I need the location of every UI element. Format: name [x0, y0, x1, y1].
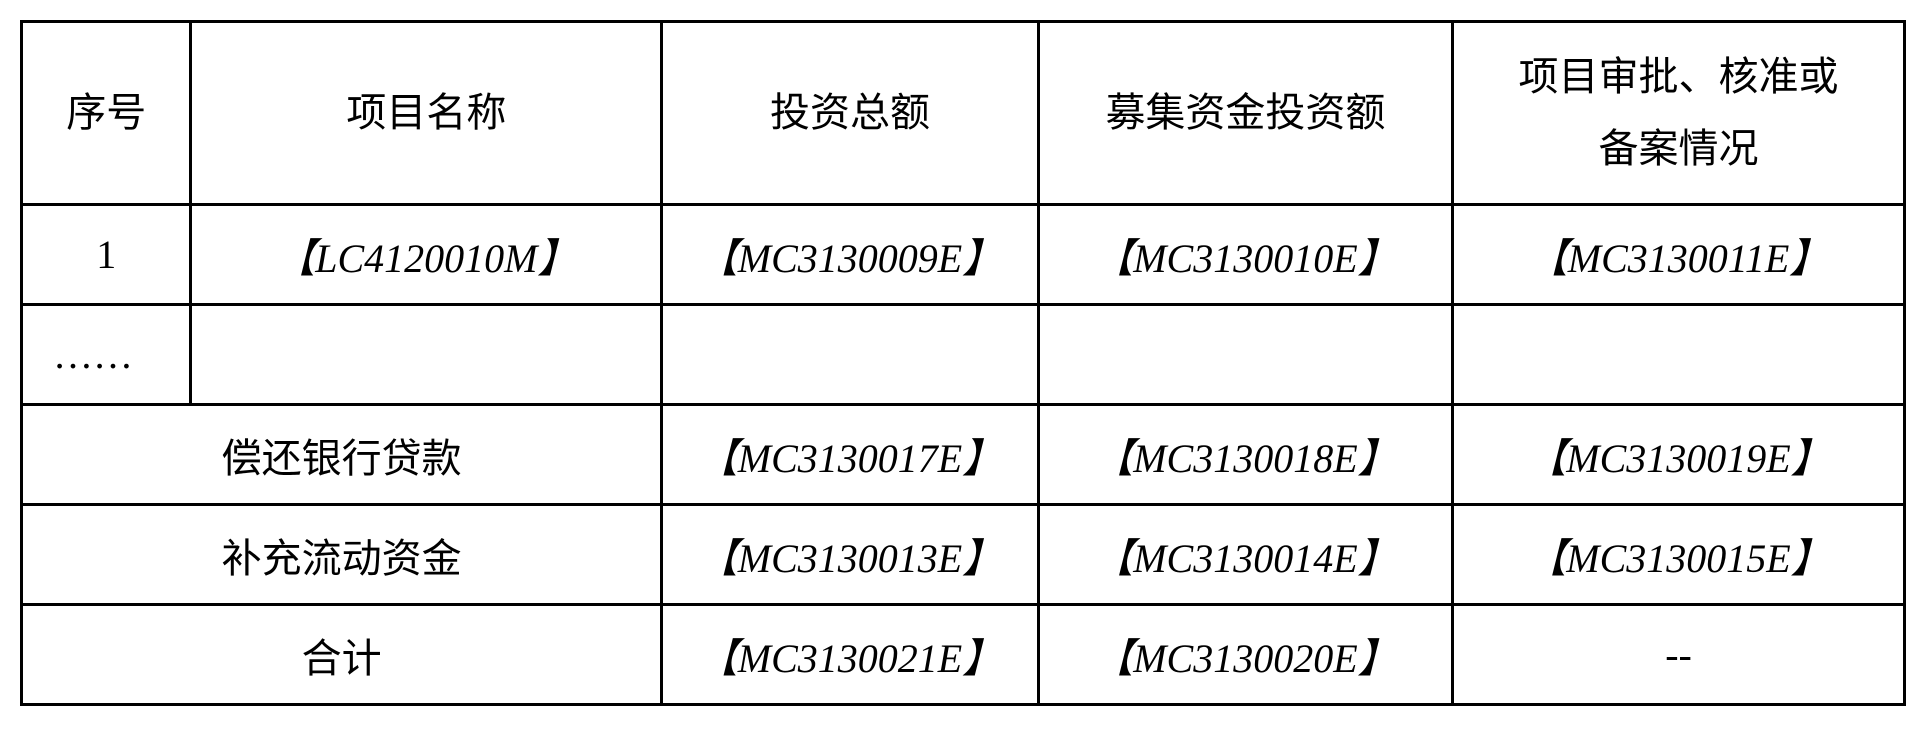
cell-approval-empty: [1453, 305, 1905, 405]
header-approval-line1: 项目审批、核准或: [1519, 54, 1839, 99]
cell-total: 【MC3130009E】: [662, 205, 1039, 305]
table-row-merged: 合计 【MC3130021E】 【MC3130020E】 --: [22, 605, 1905, 705]
header-approval: 项目审批、核准或备案情况: [1453, 22, 1905, 205]
cell-total: 【MC3130017E】: [662, 405, 1039, 505]
header-total: 投资总额: [662, 22, 1039, 205]
table-row-merged: 补充流动资金 【MC3130013E】 【MC3130014E】 【MC3130…: [22, 505, 1905, 605]
cell-raised-empty: [1038, 305, 1452, 405]
header-seq: 序号: [22, 22, 191, 205]
table-row-merged: 偿还银行贷款 【MC3130017E】 【MC3130018E】 【MC3130…: [22, 405, 1905, 505]
cell-approval: 【MC3130015E】: [1453, 505, 1905, 605]
cell-name: 【LC4120010M】: [191, 205, 662, 305]
cell-seq-ellipsis: ……: [22, 305, 191, 405]
header-name: 项目名称: [191, 22, 662, 205]
cell-raised: 【MC3130020E】: [1038, 605, 1452, 705]
cell-seq: 1: [22, 205, 191, 305]
cell-total: 【MC3130013E】: [662, 505, 1039, 605]
cell-total: 【MC3130021E】: [662, 605, 1039, 705]
table-row: ……: [22, 305, 1905, 405]
cell-total-empty: [662, 305, 1039, 405]
cell-raised: 【MC3130010E】: [1038, 205, 1452, 305]
cell-merged-label: 合计: [22, 605, 662, 705]
investment-table: 序号 项目名称 投资总额 募集资金投资额 项目审批、核准或备案情况 1 【LC4…: [20, 20, 1906, 706]
table-header-row: 序号 项目名称 投资总额 募集资金投资额 项目审批、核准或备案情况: [22, 22, 1905, 205]
cell-raised: 【MC3130018E】: [1038, 405, 1452, 505]
cell-raised: 【MC3130014E】: [1038, 505, 1452, 605]
cell-approval: --: [1453, 605, 1905, 705]
cell-name-empty: [191, 305, 662, 405]
cell-approval: 【MC3130011E】: [1453, 205, 1905, 305]
cell-merged-label: 补充流动资金: [22, 505, 662, 605]
table-row: 1 【LC4120010M】 【MC3130009E】 【MC3130010E】…: [22, 205, 1905, 305]
cell-merged-label: 偿还银行贷款: [22, 405, 662, 505]
header-approval-line2: 备案情况: [1599, 126, 1759, 171]
header-raised: 募集资金投资额: [1038, 22, 1452, 205]
cell-approval: 【MC3130019E】: [1453, 405, 1905, 505]
